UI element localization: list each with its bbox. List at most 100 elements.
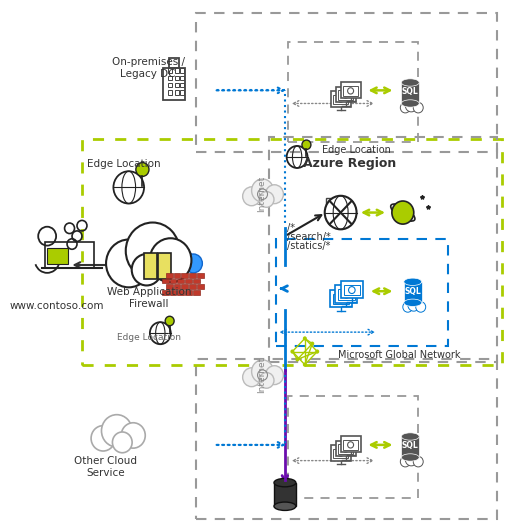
Bar	[289, 42, 418, 142]
Circle shape	[303, 363, 307, 367]
Bar	[197, 359, 497, 519]
Text: Internet: Internet	[257, 357, 266, 393]
Circle shape	[252, 179, 274, 202]
Bar	[331, 91, 350, 107]
Bar	[144, 253, 157, 279]
Circle shape	[290, 349, 294, 354]
Bar	[82, 139, 502, 365]
Bar	[170, 290, 176, 295]
Bar	[331, 445, 350, 461]
Text: SQL: SQL	[405, 287, 421, 296]
Bar	[186, 279, 192, 284]
Bar	[336, 87, 356, 102]
Circle shape	[266, 366, 283, 385]
Text: Azure Region: Azure Region	[303, 157, 397, 170]
Circle shape	[343, 291, 349, 298]
Bar	[175, 76, 179, 80]
Circle shape	[252, 360, 274, 383]
Ellipse shape	[404, 299, 422, 306]
Circle shape	[126, 223, 179, 279]
Ellipse shape	[401, 79, 419, 86]
Circle shape	[403, 302, 413, 312]
Bar	[333, 294, 349, 305]
Bar	[343, 86, 358, 95]
Text: www.contoso.com: www.contoso.com	[10, 301, 105, 311]
Bar	[193, 290, 200, 295]
Bar	[276, 239, 448, 346]
Bar	[189, 273, 197, 278]
Ellipse shape	[404, 278, 422, 286]
Text: Other Cloud
Service: Other Cloud Service	[74, 456, 137, 478]
Bar	[181, 285, 188, 289]
Text: Microsoft Global Network: Microsoft Global Network	[338, 350, 461, 360]
Text: Internet: Internet	[257, 176, 266, 213]
Text: On-premises /
Legacy DC: On-premises / Legacy DC	[112, 57, 185, 79]
Circle shape	[347, 441, 354, 448]
Bar	[335, 286, 357, 303]
Circle shape	[259, 373, 274, 388]
Circle shape	[91, 426, 115, 451]
Bar	[268, 137, 497, 362]
Circle shape	[132, 254, 162, 286]
Text: Edge Location: Edge Location	[117, 333, 181, 342]
Text: /search/*: /search/*	[287, 232, 331, 242]
Bar	[341, 437, 360, 452]
Circle shape	[348, 287, 355, 294]
Bar	[333, 94, 348, 104]
Bar	[180, 83, 185, 87]
Bar	[169, 58, 179, 68]
Bar	[333, 448, 348, 458]
Bar	[197, 13, 497, 152]
Circle shape	[405, 453, 417, 466]
Bar	[165, 273, 173, 278]
Text: SQL: SQL	[402, 441, 419, 450]
Circle shape	[303, 337, 307, 340]
Circle shape	[416, 302, 426, 312]
Circle shape	[310, 341, 314, 346]
Bar	[167, 76, 172, 80]
Circle shape	[101, 414, 132, 447]
Circle shape	[259, 191, 274, 207]
Ellipse shape	[274, 479, 296, 487]
Circle shape	[163, 254, 180, 273]
Bar	[198, 285, 204, 289]
Bar	[330, 290, 352, 307]
Circle shape	[408, 298, 420, 311]
Circle shape	[136, 163, 149, 176]
Bar	[175, 83, 179, 87]
Bar	[186, 290, 192, 295]
Circle shape	[337, 450, 344, 456]
Circle shape	[413, 102, 423, 113]
Bar	[343, 440, 358, 449]
Bar	[193, 279, 200, 284]
Circle shape	[185, 254, 202, 273]
Bar	[404, 282, 422, 303]
Bar	[326, 198, 332, 205]
Bar	[401, 83, 419, 103]
Bar	[167, 68, 172, 73]
Circle shape	[347, 88, 354, 94]
Bar	[344, 285, 360, 295]
Circle shape	[112, 432, 132, 453]
Circle shape	[106, 240, 151, 287]
Bar	[180, 68, 185, 73]
Circle shape	[243, 187, 261, 206]
Circle shape	[302, 140, 311, 149]
Circle shape	[413, 456, 423, 467]
Bar	[165, 285, 173, 289]
Text: Web Application
Firewall: Web Application Firewall	[107, 287, 191, 309]
Bar	[181, 273, 188, 278]
Ellipse shape	[274, 502, 296, 510]
Bar	[336, 440, 356, 456]
Circle shape	[266, 185, 283, 204]
Ellipse shape	[401, 454, 419, 461]
Bar	[175, 90, 179, 94]
Ellipse shape	[401, 100, 419, 107]
Bar	[177, 290, 185, 295]
Bar	[180, 90, 185, 94]
Bar	[289, 396, 418, 498]
Bar	[170, 279, 176, 284]
Circle shape	[324, 196, 357, 229]
Circle shape	[315, 349, 319, 354]
Circle shape	[400, 102, 410, 113]
